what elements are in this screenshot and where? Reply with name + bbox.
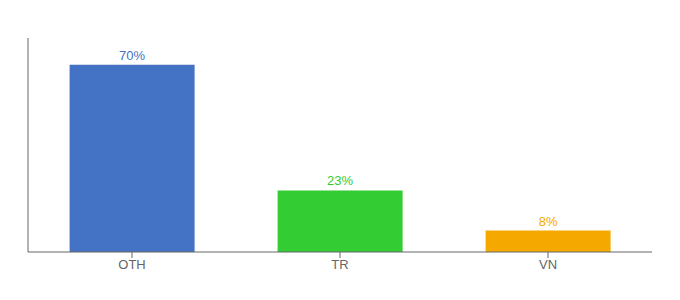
svg-text:OTH: OTH xyxy=(118,257,145,272)
svg-text:23%: 23% xyxy=(327,173,353,188)
svg-text:8%: 8% xyxy=(539,214,558,229)
svg-text:TR: TR xyxy=(331,257,348,272)
svg-text:70%: 70% xyxy=(119,48,145,63)
svg-text:VN: VN xyxy=(539,257,557,272)
